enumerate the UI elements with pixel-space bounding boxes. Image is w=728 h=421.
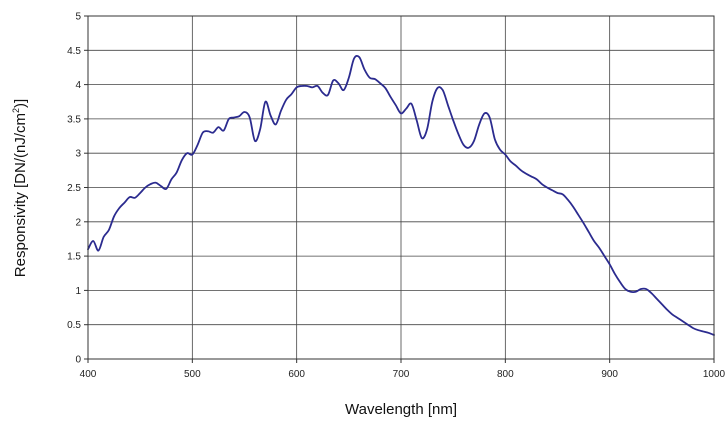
x-tick-label: 600 (288, 369, 305, 380)
y-tick-label: 1.5 (67, 252, 81, 263)
y-tick-label: 2.5 (67, 183, 81, 194)
y-axis-label-end: )] (12, 99, 29, 108)
y-axis-label-main: Responsivity [DN/(nJ/cm (12, 113, 29, 277)
y-tick-label: 3 (75, 149, 81, 160)
x-tick-label: 500 (184, 369, 201, 380)
y-tick-label: 4.5 (67, 46, 81, 57)
plot-frame (87, 15, 715, 360)
y-tick-label: 0.5 (67, 320, 81, 331)
y-axis-label: Responsivity [DN/(nJ/cm2)] (11, 99, 29, 277)
y-tick-label: 5 (75, 12, 81, 23)
x-axis-ticks: 400 500 600 700 800 900 1000 (80, 359, 726, 380)
y-tick-label: 4 (75, 80, 81, 91)
y-tick-label: 1 (75, 286, 81, 297)
x-tick-label: 900 (601, 369, 618, 380)
y-tick-label: 2 (75, 217, 81, 228)
responsivity-series-line (87, 54, 715, 336)
y-tick-label: 3.5 (67, 114, 81, 125)
y-axis-label-superscript: 2 (11, 108, 21, 113)
y-axis-ticks: 0 0.5 1 1.5 2 2.5 3 3.5 4 4.5 5 (67, 12, 88, 366)
y-tick-label: 0 (75, 355, 81, 366)
x-axis-label: Wavelength [nm] (345, 401, 457, 418)
x-tick-label: 700 (393, 369, 410, 380)
x-tick-label: 400 (80, 369, 97, 380)
x-tick-label: 1000 (703, 369, 726, 380)
x-tick-label: 800 (497, 369, 514, 380)
